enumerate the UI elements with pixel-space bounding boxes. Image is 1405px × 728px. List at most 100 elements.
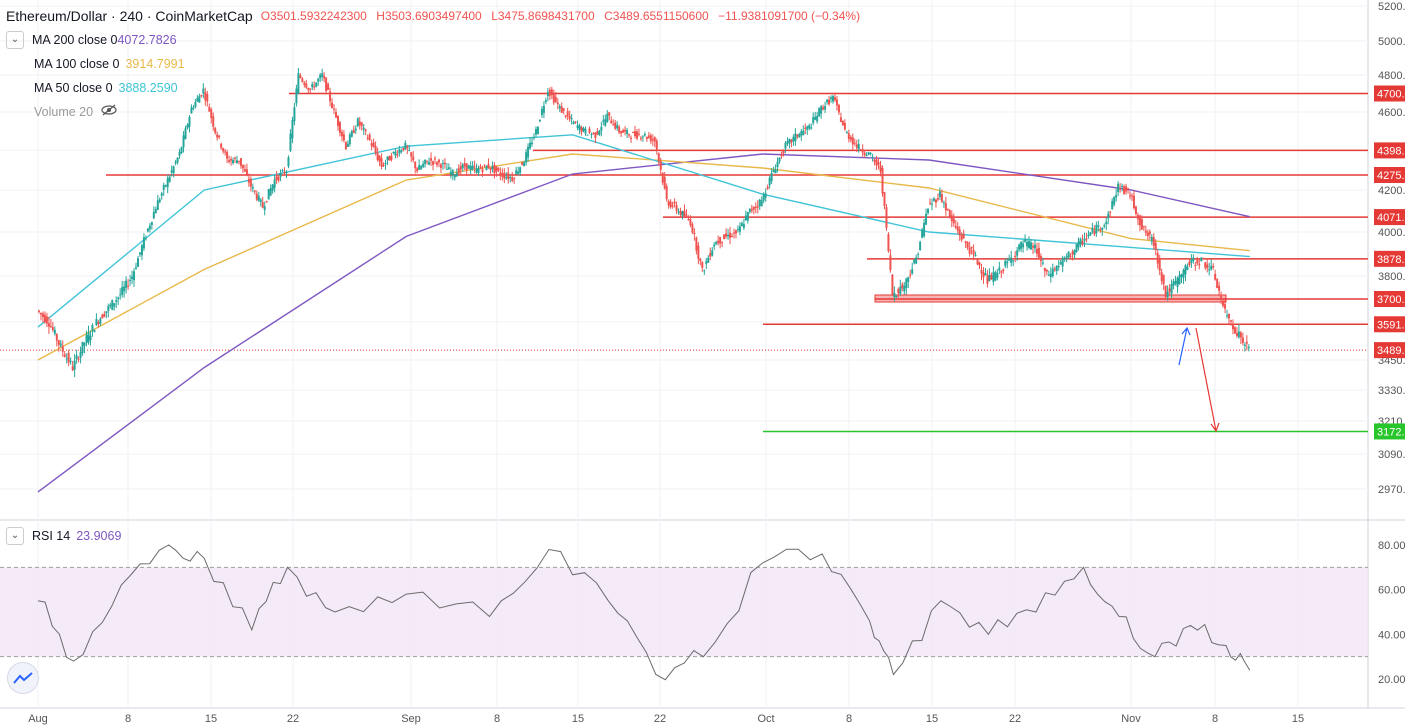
candle-body <box>946 208 949 210</box>
candle-body <box>527 146 530 158</box>
candle-body <box>669 201 672 208</box>
candle-body <box>55 334 58 341</box>
candle-body <box>721 241 724 243</box>
tradingview-logo-icon[interactable] <box>7 662 39 694</box>
candle-body <box>342 134 345 141</box>
candle-body <box>1075 244 1078 252</box>
candle-body <box>414 161 417 169</box>
candle-body <box>788 139 791 144</box>
collapse-chevron-icon[interactable]: ⌄ <box>6 31 24 49</box>
candle-body <box>911 269 914 274</box>
price-tick-label: 4000.0 <box>1378 227 1405 239</box>
candle-body <box>1200 257 1203 262</box>
candle-body <box>1202 258 1205 260</box>
candle-body <box>424 159 427 164</box>
candle-body <box>333 108 336 110</box>
candle-body <box>992 272 995 282</box>
candle-body <box>437 159 440 163</box>
candle-body <box>127 285 130 287</box>
candle-body <box>443 162 446 165</box>
candle-body <box>857 143 860 150</box>
candle-body <box>1105 221 1108 225</box>
candle-body <box>461 164 464 169</box>
eye-hidden-icon[interactable] <box>101 104 117 120</box>
candle-body <box>37 310 40 312</box>
candle-body <box>184 128 187 139</box>
candle-body <box>61 346 64 352</box>
symbol-row: Ethereum/Dollar · 240 · CoinMarketCap O3… <box>6 4 866 28</box>
candle-body <box>923 222 926 237</box>
candle-body <box>447 167 450 170</box>
candle-body <box>307 88 310 90</box>
candle-body <box>283 171 286 174</box>
candle-body <box>1043 268 1046 272</box>
indicator-row-volume[interactable]: Volume 20 <box>34 100 866 124</box>
candle-body <box>772 170 775 173</box>
candle-body <box>430 158 433 161</box>
candle-body <box>800 131 803 136</box>
candle-body <box>833 97 836 101</box>
candle-body <box>1142 226 1145 228</box>
candle-body <box>91 325 94 331</box>
candle-body <box>224 151 227 153</box>
candle-body <box>1051 268 1054 277</box>
candle-body <box>348 134 351 145</box>
candle-body <box>552 93 555 103</box>
candle-body <box>299 75 302 78</box>
candle-body <box>216 134 219 138</box>
candle-body <box>1077 241 1080 248</box>
indicator-row-ma200[interactable]: ⌄ MA 200 close 0 4072.7826 <box>6 28 866 52</box>
candle-body <box>509 177 512 179</box>
candle-body <box>590 134 593 136</box>
candle-body <box>39 312 42 315</box>
candle-body <box>960 234 963 240</box>
rsi-band <box>0 567 1368 657</box>
candle-body <box>548 89 551 96</box>
candle-body <box>293 107 296 122</box>
candle-body <box>925 213 928 225</box>
candle-body <box>1071 251 1074 255</box>
candle-body <box>467 165 470 169</box>
time-tick-label: 15 <box>1292 713 1304 725</box>
candle-body <box>329 91 332 102</box>
candle-body <box>1127 188 1130 190</box>
candle-body <box>1123 186 1126 194</box>
candle-body <box>802 130 805 136</box>
candle-body <box>489 167 492 170</box>
candle-body <box>580 127 583 133</box>
candle-body <box>422 163 425 167</box>
candle-body <box>1235 332 1238 336</box>
candle-body <box>319 74 322 79</box>
candle-body <box>612 124 615 126</box>
candle-body <box>707 257 710 263</box>
candle-body <box>239 158 242 166</box>
candle-body <box>1115 195 1118 198</box>
candle-body <box>839 117 842 122</box>
candle-body <box>1204 262 1207 268</box>
indicator-row-ma50[interactable]: MA 50 close 0 3888.2590 <box>34 76 866 100</box>
candle-body <box>487 164 490 169</box>
candle-body <box>247 178 250 183</box>
candle-body <box>980 269 983 274</box>
candle-body <box>598 130 601 135</box>
candle-body <box>275 176 278 180</box>
rsi-label: RSI 14 <box>32 529 71 543</box>
candle-body <box>1045 269 1048 272</box>
indicator-row-ma100[interactable]: MA 100 close 0 3914.7991 <box>34 52 866 76</box>
candle-body <box>1055 265 1058 272</box>
candle-body <box>966 242 969 248</box>
candle-body <box>717 240 720 244</box>
level-label-box <box>1374 250 1405 267</box>
level-label-box <box>1374 85 1405 102</box>
candle-body <box>49 325 52 327</box>
candle-body <box>1226 315 1229 317</box>
rsi-tick-label: 20.00 <box>1378 674 1405 686</box>
collapse-chevron-icon[interactable]: ⌄ <box>6 527 24 545</box>
candle-body <box>1229 320 1232 322</box>
candle-body <box>1129 195 1132 197</box>
candle-body <box>77 358 80 360</box>
candle-body <box>637 133 640 135</box>
candle-body <box>336 115 339 126</box>
candle-body <box>968 247 971 254</box>
